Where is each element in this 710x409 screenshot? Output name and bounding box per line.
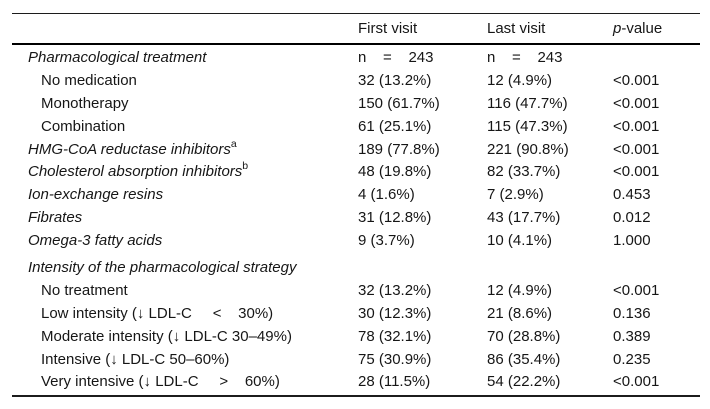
table-row-cholesterol-absorption-inhibitors: Cholesterol absorption inhibitorsb 48 (1… <box>12 160 700 183</box>
first-visit-value: 32 (13.2%) <box>358 71 432 89</box>
table-row-hmg-coa-reductase-inhibitors: HMG-CoA reductase inhibitorsa 189 (77.8%… <box>12 138 700 161</box>
table-row-no-treatment: No treatment 32 (13.2%) 12 (4.9%) <0.001 <box>12 279 700 302</box>
first-visit-value: 28 (11.5%) <box>358 373 431 391</box>
row-label: Ion-exchange resins <box>28 186 164 204</box>
table-row-intensity-section: Intensity of the pharmacological strateg… <box>12 256 700 279</box>
first-visit-value: 32 (13.2%) <box>358 281 432 299</box>
first-visit-value: 4 (1.6%) <box>358 186 415 204</box>
table-row-moderate-intensity: Moderate intensity (↓ LDL-C 30–49%) 78 (… <box>12 325 700 348</box>
footnote-marker-a: a <box>230 137 237 150</box>
table-row-fibrates: Fibrates 31 (12.8%) 43 (17.7%) 0.012 <box>12 206 700 229</box>
last-visit-value: 43 (17.7%) <box>487 209 561 227</box>
last-visit-value: n = 243 <box>487 48 563 66</box>
row-label: Combination <box>41 117 126 135</box>
row-label: No treatment <box>41 281 128 299</box>
table-row-low-intensity: Low intensity (↓ LDL-C < 30%) 30 (12.3%)… <box>12 302 700 325</box>
first-visit-value: 30 (12.3%) <box>358 304 432 322</box>
first-visit-value: 9 (3.7%) <box>358 232 415 250</box>
row-label: Pharmacological treatment <box>28 48 207 66</box>
last-visit-value: 221 (90.8%) <box>487 140 569 158</box>
table-row-pharmacological-treatment: Pharmacological treatment n = 243 n = 24… <box>12 46 700 69</box>
first-visit-value: 75 (30.9%) <box>358 350 432 368</box>
footnote-marker-b: b <box>242 160 249 173</box>
p-value-italic-p: p <box>613 20 622 37</box>
row-label: Fibrates <box>28 209 83 227</box>
last-visit-value: 86 (35.4%) <box>487 350 561 368</box>
p-value-cell: <0.001 <box>613 373 660 391</box>
row-label: Low intensity (↓ LDL-C < 30%) <box>41 304 274 322</box>
table-body: Pharmacological treatment n = 243 n = 24… <box>12 45 700 398</box>
last-visit-value: 12 (4.9%) <box>487 71 553 89</box>
row-label: Intensive (↓ LDL-C 50–60%) <box>41 350 230 368</box>
row-label: Monotherapy <box>41 94 129 112</box>
p-value-cell: <0.001 <box>613 117 660 135</box>
p-value-cell: <0.001 <box>613 140 660 158</box>
last-visit-value: 10 (4.1%) <box>487 232 553 250</box>
column-header-p-value: p-value <box>613 20 700 37</box>
p-value-rest: -value <box>621 20 663 37</box>
last-visit-value: 54 (22.2%) <box>487 373 561 391</box>
table-row-omega-3-fatty-acids: Omega-3 fatty acids 9 (3.7%) 10 (4.1%) 1… <box>12 229 700 252</box>
table-row-intensive: Intensive (↓ LDL-C 50–60%) 75 (30.9%) 86… <box>12 348 700 371</box>
table-row-ion-exchange-resins: Ion-exchange resins 4 (1.6%) 7 (2.9%) 0.… <box>12 183 700 206</box>
first-visit-value: 48 (19.8%) <box>358 163 432 181</box>
section-header-label: Intensity of the pharmacological strateg… <box>28 258 297 276</box>
table-row-monotherapy: Monotherapy 150 (61.7%) 116 (47.7%) <0.0… <box>12 92 700 115</box>
last-visit-value: 21 (8.6%) <box>487 304 553 322</box>
row-label: Very intensive (↓ LDL-C > 60%) <box>41 373 280 391</box>
last-visit-value: 7 (2.9%) <box>487 186 544 204</box>
p-value-cell: 0.235 <box>613 350 651 368</box>
p-value-cell: <0.001 <box>613 163 660 181</box>
row-label: HMG-CoA reductase inhibitorsa <box>28 137 237 158</box>
row-label: Cholesterol absorption inhibitorsb <box>28 160 249 181</box>
first-visit-value: 150 (61.7%) <box>358 94 440 112</box>
table-row-very-intensive: Very intensive (↓ LDL-C > 60%) 28 (11.5%… <box>12 370 700 393</box>
p-value-cell: <0.001 <box>613 94 660 112</box>
p-value-cell: 1.000 <box>613 232 651 250</box>
p-value-cell: 0.136 <box>613 304 651 322</box>
table-row-no-medication: No medication 32 (13.2%) 12 (4.9%) <0.00… <box>12 69 700 92</box>
first-visit-value: 78 (32.1%) <box>358 327 432 345</box>
column-header-last-visit: Last visit <box>487 20 546 37</box>
first-visit-value: n = 243 <box>358 48 434 66</box>
p-value-cell: 0.012 <box>613 209 651 227</box>
last-visit-value: 115 (47.3%) <box>487 117 568 135</box>
last-visit-value: 12 (4.9%) <box>487 281 553 299</box>
p-value-cell: <0.001 <box>613 71 660 89</box>
first-visit-value: 31 (12.8%) <box>358 209 432 227</box>
p-value-cell: 0.453 <box>613 186 651 204</box>
table-header-row: First visit Last visit p-value <box>12 14 700 45</box>
last-visit-value: 82 (33.7%) <box>487 163 561 181</box>
p-value-cell: 0.389 <box>613 327 651 345</box>
column-header-first-visit: First visit <box>358 20 418 37</box>
last-visit-value: 70 (28.8%) <box>487 327 561 345</box>
row-label: No medication <box>41 71 137 89</box>
first-visit-value: 61 (25.1%) <box>358 117 432 135</box>
table-row-combination: Combination 61 (25.1%) 115 (47.3%) <0.00… <box>12 115 700 138</box>
row-label: Omega-3 fatty acids <box>28 232 163 250</box>
row-label: Moderate intensity (↓ LDL-C 30–49%) <box>41 327 292 345</box>
last-visit-value: 116 (47.7%) <box>487 94 568 112</box>
results-table: First visit Last visit p-value Pharmacol… <box>12 13 700 398</box>
p-value-cell: <0.001 <box>613 281 660 299</box>
first-visit-value: 189 (77.8%) <box>358 140 440 158</box>
